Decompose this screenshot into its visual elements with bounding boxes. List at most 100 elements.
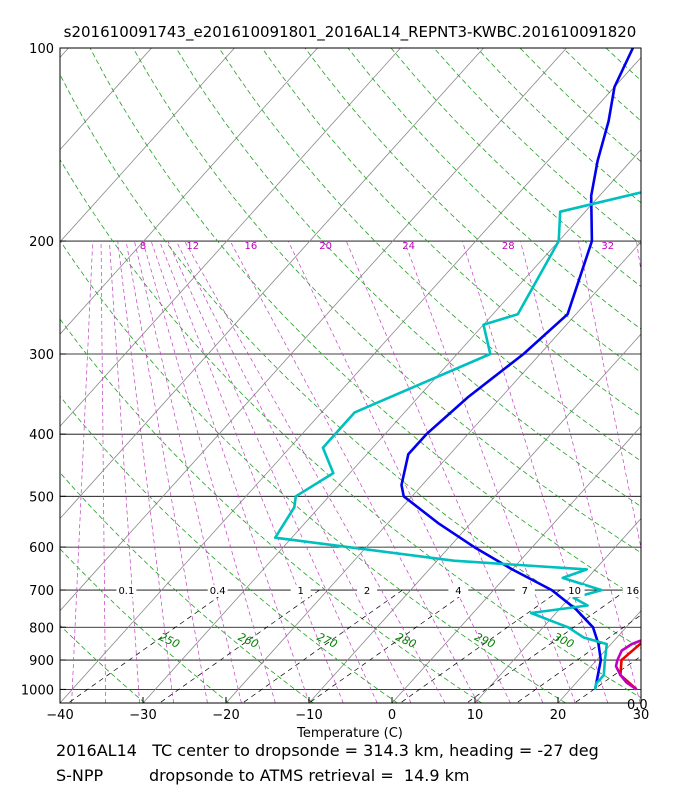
isotherm-0: [391, 425, 641, 703]
y-tick-900: 900: [29, 654, 54, 669]
dry-adiabat-380: [347, 48, 641, 330]
mixing-ratio-line: [400, 589, 561, 703]
w-label-2: 2: [364, 586, 370, 597]
moist-adiabat: [578, 241, 641, 550]
w-label-bg: [357, 585, 378, 598]
moist-adiabat: [142, 241, 276, 703]
moist-adiabat: [462, 240, 609, 703]
isotherm--30: [142, 149, 641, 703]
series-line-4: [273, 191, 641, 690]
x-tick-20: 20: [550, 708, 567, 723]
mixing-ratio-line: [68, 589, 229, 703]
w-label-bg: [514, 585, 535, 598]
dry-adiabat-400: [433, 48, 641, 245]
w-label-bg: [290, 585, 311, 598]
moist-label-24: 24: [402, 241, 415, 252]
background-lines: [60, 48, 700, 703]
x-tick-30: 30: [633, 708, 650, 723]
w-label-bg: [622, 585, 643, 598]
isotherm--60: [60, 48, 484, 520]
y-tick-100: 100: [29, 42, 54, 57]
corner-label: 0.0: [627, 698, 648, 713]
y-tick-300: 300: [29, 348, 54, 363]
x-tick--20: −20: [212, 708, 239, 723]
moist-adiabat: [159, 240, 344, 703]
dry-adiabat-330: [132, 48, 641, 554]
isotherm--50: [60, 48, 567, 612]
dry-adiabat-240: [60, 624, 146, 703]
isotherm--70: [60, 48, 401, 427]
dry-adiabat-360: [261, 48, 641, 417]
w-label-4: 4: [455, 586, 461, 597]
dry-adiabat-350: [218, 48, 641, 462]
moist-adiabat: [695, 241, 700, 703]
moist-adiabat: [287, 240, 511, 703]
w-label-0.1: 0.1: [118, 586, 134, 597]
y-tick-200: 200: [29, 235, 54, 250]
dry-adiabat-260: [60, 472, 314, 703]
x-tick-10: 10: [467, 708, 484, 723]
moist-adiabat: [109, 241, 140, 703]
dry-adiabat-290: [60, 239, 566, 703]
y-tick-400: 400: [29, 428, 54, 443]
dry-adiabat-230: [60, 701, 61, 703]
dry-adiabat-320: [89, 48, 641, 601]
w-label-bg: [564, 585, 585, 598]
y-tick-1000: 1000: [21, 683, 54, 698]
moist-adiabat: [150, 240, 310, 703]
moist-adiabat: [134, 241, 242, 703]
w-label-0.4: 0.4: [210, 586, 226, 597]
y-tick-600: 600: [29, 541, 54, 556]
isotherm--10: [308, 333, 641, 703]
isotherm-30: [640, 702, 641, 703]
w-label-bg: [448, 585, 469, 598]
mixing-ratio-line: [466, 589, 627, 703]
dry-adiabat-300: [60, 158, 641, 699]
mixing-ratio-line: [242, 589, 403, 703]
moist-adiabat: [117, 241, 174, 703]
w-label-16: 16: [626, 586, 639, 597]
moist-adiabat: [125, 241, 208, 703]
series-line-2: [614, 639, 641, 691]
mixing-ratio-line: [308, 589, 470, 703]
y-tick-700: 700: [29, 584, 54, 599]
moist-label-32: 32: [601, 241, 614, 252]
dry-adiabat-270: [60, 395, 398, 703]
isotherm--40: [60, 56, 641, 703]
theta-label-250: 250: [157, 630, 182, 651]
moist-label-8: 8: [140, 241, 146, 252]
moist-adiabat: [345, 240, 544, 703]
x-tick--30: −30: [129, 708, 156, 723]
isotherm--100: [60, 48, 152, 151]
moist-label-28: 28: [502, 241, 515, 252]
isotherm--110: [60, 48, 69, 59]
dry-adiabat-440: [605, 48, 641, 82]
dry-adiabat-420: [519, 48, 641, 163]
w-label-1: 1: [298, 586, 304, 597]
theta-label-290: 290: [473, 630, 498, 651]
sounding-series: [273, 48, 641, 691]
moist-label-20: 20: [319, 241, 332, 252]
w-label-bg: [116, 585, 137, 598]
x-axis-label: Temperature (C): [296, 726, 403, 741]
dry-adiabat-340: [175, 48, 641, 508]
mixing-ratio-line: [159, 589, 320, 703]
theta-label-270: 270: [315, 630, 340, 651]
moist-adiabat: [175, 240, 412, 703]
chart-title: s201610091743_e201610091801_2016AL14_REP…: [64, 23, 637, 42]
moist-adiabat: [167, 240, 378, 703]
theta-label-280: 280: [394, 630, 419, 651]
w-label-10: 10: [568, 586, 581, 597]
x-tick--40: −40: [46, 708, 73, 723]
series-line-1: [619, 641, 641, 691]
x-tick-0: 0: [388, 708, 396, 723]
plot-frame: [59, 47, 642, 704]
isotherm--20: [225, 241, 641, 703]
moist-adiabat: [636, 241, 641, 274]
dry-adiabat-450: [649, 48, 700, 703]
dry-adiabat-280: [60, 318, 482, 703]
moist-adiabat: [229, 240, 479, 703]
